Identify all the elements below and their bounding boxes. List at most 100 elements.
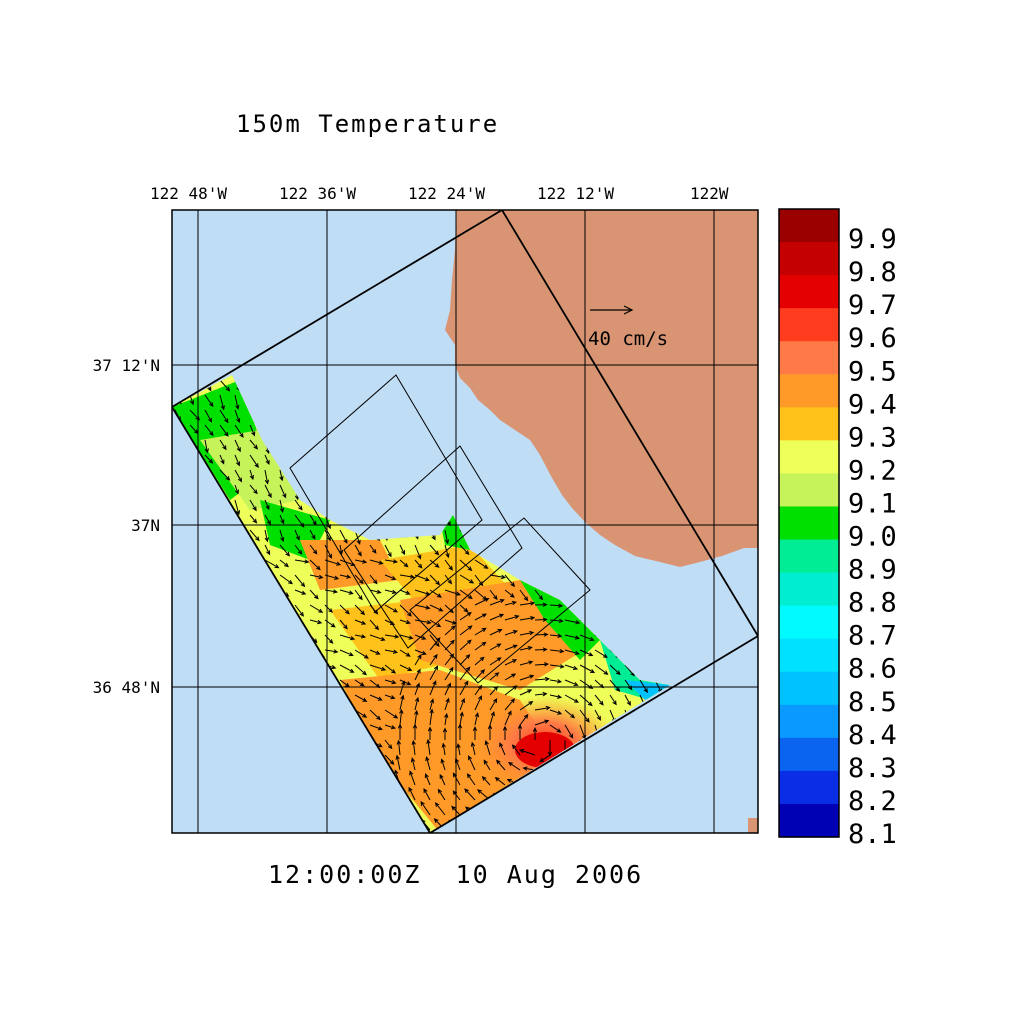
current-vector: [549, 724, 562, 733]
current-vector: [249, 469, 254, 481]
current-vector: [219, 424, 229, 437]
inner-domain-outline-3: [409, 517, 591, 684]
current-vector: [444, 666, 454, 681]
current-vector: [234, 469, 243, 483]
current-vector: [384, 559, 399, 564]
current-vector: [249, 439, 259, 450]
current-vector: [234, 499, 241, 516]
current-vector: [429, 544, 440, 556]
colorbar-swatch: [779, 506, 839, 541]
current-vector: [594, 664, 609, 675]
current-vector: [519, 713, 529, 726]
current-vector: [399, 589, 411, 595]
current-vector: [264, 469, 270, 485]
current-vector: [459, 680, 469, 696]
current-vector: [519, 616, 536, 621]
current-vector: [219, 469, 231, 481]
current-vector: [564, 634, 581, 640]
current-vector: [410, 757, 416, 771]
colorbar-label: 8.7: [848, 621, 897, 652]
current-vector: [234, 454, 240, 467]
current-vector: [234, 484, 239, 495]
current-vector: [517, 723, 523, 740]
current-vector: [399, 634, 414, 640]
current-vector: [309, 544, 318, 555]
current-vector: [279, 499, 285, 514]
current-vector: [384, 664, 397, 674]
current-vector: [434, 802, 446, 816]
current-vector: [414, 709, 419, 726]
current-vector: [339, 619, 348, 630]
colorbar-swatch: [779, 803, 839, 838]
current-vector: [264, 514, 271, 526]
lon-label-122-48w: 122 48'W: [150, 184, 227, 203]
current-vector: [549, 648, 565, 654]
current-vector: [534, 617, 548, 622]
current-vector: [519, 646, 533, 651]
current-vector: [324, 559, 342, 566]
current-vector: [219, 454, 225, 465]
current-vector: [504, 630, 518, 636]
current-vector: [466, 773, 476, 786]
current-vector: [549, 664, 565, 669]
current-vector: [234, 439, 241, 453]
colorbar-label: 8.9: [848, 555, 897, 586]
current-vector: [464, 788, 476, 801]
current-vector: [504, 589, 515, 598]
current-vector: [399, 664, 413, 671]
current-vector: [579, 634, 595, 641]
current-vector: [264, 454, 270, 466]
current-vector: [564, 649, 580, 655]
current-vector: [399, 649, 411, 657]
current-vector: [496, 759, 506, 771]
colorbar-label: 8.4: [848, 720, 897, 751]
current-vector: [534, 647, 548, 652]
current-vector: [429, 559, 440, 568]
current-vector: [519, 630, 535, 636]
current-vector: [459, 604, 469, 613]
current-vector: [309, 589, 319, 600]
colorbar-label: 9.2: [848, 455, 897, 486]
current-vector: [532, 727, 538, 740]
current-vector: [594, 694, 604, 706]
current-vector: [279, 529, 285, 543]
current-vector: [459, 639, 472, 651]
current-vector: [511, 744, 521, 756]
current-vector: [369, 709, 381, 721]
current-vector: [279, 514, 285, 525]
current-vector: [369, 619, 380, 631]
current-vector: [534, 662, 550, 667]
current-vector: [474, 627, 487, 636]
current-vector: [519, 689, 533, 696]
current-vector: [487, 724, 493, 740]
current-vector: [489, 599, 505, 606]
colorbar-label: 9.6: [848, 323, 897, 354]
current-vector: [504, 644, 518, 651]
current-vector: [609, 694, 617, 706]
colorbar-labels: 9.99.89.79.69.59.49.39.29.19.08.98.88.78…: [848, 224, 897, 850]
current-vector: [414, 668, 421, 681]
current-vector: [399, 680, 406, 696]
current-vector: [459, 666, 471, 681]
colorbar-swatch: [779, 704, 839, 739]
current-vector: [489, 574, 507, 580]
current-vector: [279, 574, 294, 585]
colorbar-swatch: [779, 242, 839, 276]
current-vector: [444, 697, 450, 711]
current-vector: [399, 559, 409, 568]
current-vector: [264, 544, 271, 556]
lon-label-122-24w: 122 24'W: [408, 184, 485, 203]
current-vector: [483, 759, 491, 771]
current-vector: [354, 604, 366, 616]
current-vector: [204, 409, 212, 423]
current-vector: [519, 749, 536, 756]
current-vector: [294, 499, 303, 511]
current-vector: [369, 559, 384, 565]
current-vector: [354, 649, 370, 659]
current-vector: [369, 724, 383, 731]
colorbar-swatch: [779, 275, 839, 309]
colorbar-swatch: [779, 473, 839, 508]
current-vector: [444, 604, 454, 614]
current-vector: [399, 574, 416, 579]
current-vector: [440, 758, 446, 771]
